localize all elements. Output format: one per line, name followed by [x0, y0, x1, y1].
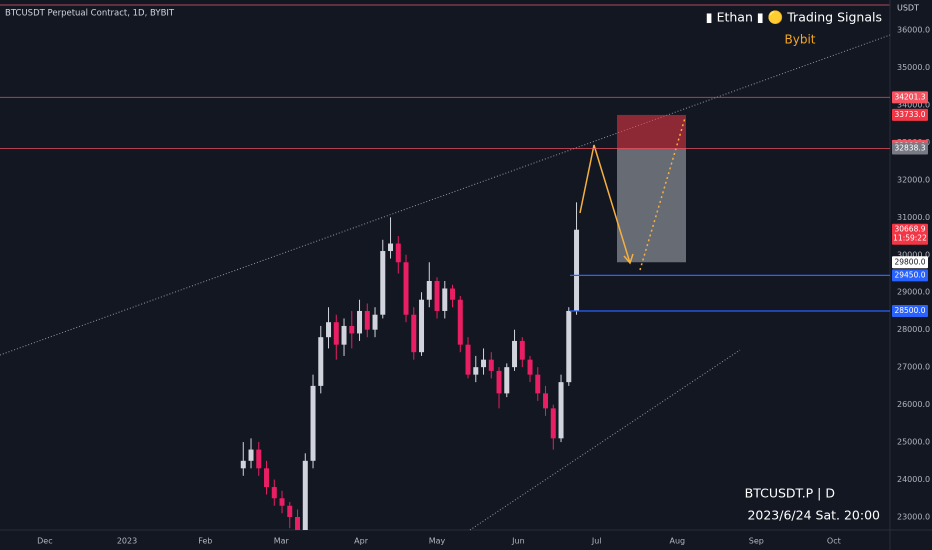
candle-body	[512, 340, 518, 368]
candle-body	[372, 314, 378, 330]
candle-body	[380, 251, 386, 315]
y-tick-label: 30000.0	[897, 250, 930, 259]
candle-body	[442, 288, 448, 311]
price-tag-label: 32838.3	[894, 143, 925, 152]
candle-body	[310, 385, 316, 461]
candle-body	[271, 487, 277, 499]
projection-arrow	[579, 144, 631, 264]
price-tag-label: 34201.3	[894, 92, 925, 101]
candle-body	[326, 322, 332, 338]
y-tick-label: 24000.0	[897, 475, 930, 484]
y-tick-label: 25000.0	[897, 438, 930, 447]
x-tick-label: Apr	[354, 537, 369, 546]
price-tag-label: 30668.9	[894, 225, 925, 234]
price-tag	[892, 304, 928, 317]
candle-body	[364, 310, 370, 330]
candle-body	[535, 374, 541, 394]
price-tag-label: 29450.0	[894, 270, 925, 279]
candle-body	[287, 505, 293, 518]
candle-body	[519, 340, 525, 360]
candle-body	[333, 322, 339, 345]
candle-body	[403, 262, 409, 315]
y-tick-label: 32000.0	[897, 175, 930, 184]
candle-body	[302, 460, 308, 530]
symbol: BTCUSDT.P | D	[745, 486, 835, 501]
brand-sub: Bybit	[785, 33, 816, 47]
y-tick-label: 34000.0	[897, 100, 930, 109]
trend-line	[469, 349, 741, 531]
y-tick-label: 35000.0	[897, 63, 930, 72]
x-tick-label: May	[429, 537, 446, 546]
candle-body	[295, 517, 301, 530]
x-tick-label: Jul	[591, 537, 602, 546]
candle-body	[349, 325, 355, 334]
candle-body	[488, 359, 494, 371]
candle-body	[465, 344, 471, 375]
y-tick-label: 27000.0	[897, 363, 930, 372]
price-tag-label: 33733.0	[894, 110, 925, 119]
y-tick-label: 26000.0	[897, 400, 930, 409]
candle-body	[566, 310, 572, 383]
price-tag-label: 28500.0	[894, 306, 925, 315]
candle-body	[279, 498, 285, 506]
candle-body	[434, 280, 440, 311]
candle-body	[450, 288, 456, 300]
y-tick-label: 29000.0	[897, 288, 930, 297]
y-tick-label: 28000.0	[897, 325, 930, 334]
brand: ▮ Ethan ▮ 🟡 Trading Signals	[706, 10, 882, 25]
x-tick-label: Feb	[198, 537, 212, 546]
candle-body	[426, 280, 432, 300]
candle-body	[264, 468, 270, 488]
candle-body	[481, 359, 487, 368]
candle-body	[357, 310, 363, 334]
candle-body	[527, 359, 533, 375]
candle-body	[256, 449, 262, 469]
candle-body	[574, 229, 580, 311]
currency: USDT	[897, 4, 919, 13]
candle-body	[318, 337, 324, 386]
x-tick-label: Dec	[37, 537, 52, 546]
candle-body	[457, 299, 463, 345]
candle-body	[558, 382, 564, 439]
price-tag	[892, 91, 928, 104]
candle-body	[395, 243, 401, 263]
price-tag	[892, 269, 928, 282]
x-tick-label: Sep	[749, 537, 764, 546]
target-zone	[617, 148, 686, 263]
x-tick-label: Oct	[827, 537, 841, 546]
y-tick-label: 31000.0	[897, 213, 930, 222]
countdown: 11:59:22	[893, 234, 927, 243]
arrow-head	[623, 253, 634, 265]
candle-body	[388, 243, 394, 252]
x-tick-label: 2023	[117, 537, 137, 546]
projection-dotted	[639, 117, 686, 271]
price-tag	[892, 108, 928, 121]
candle-body	[248, 449, 254, 461]
candle-body	[543, 393, 549, 409]
timestamp: 2023/6/24 Sat. 20:00	[747, 508, 880, 523]
candle-body	[419, 299, 425, 353]
price-tag-label: 29800.0	[894, 257, 925, 266]
y-tick-label: 23000.0	[897, 513, 930, 522]
chart-title: BTCUSDT Perpetual Contract, 1D, BYBIT	[5, 9, 175, 19]
x-tick-label: Aug	[669, 537, 685, 546]
stop-zone	[617, 114, 686, 149]
price-tag	[892, 223, 928, 245]
candle-body	[504, 367, 510, 394]
y-tick-label: 36000.0	[897, 26, 930, 35]
candle-body	[341, 325, 347, 345]
price-tag	[892, 142, 928, 155]
candle-body	[550, 408, 556, 439]
x-tick-label: Jun	[511, 537, 525, 546]
candle-body	[240, 460, 246, 469]
candle-body	[411, 314, 417, 353]
candle-body	[496, 370, 502, 394]
candle-body	[473, 367, 479, 375]
x-tick-label: Mar	[274, 537, 290, 546]
price-tag	[892, 256, 928, 269]
